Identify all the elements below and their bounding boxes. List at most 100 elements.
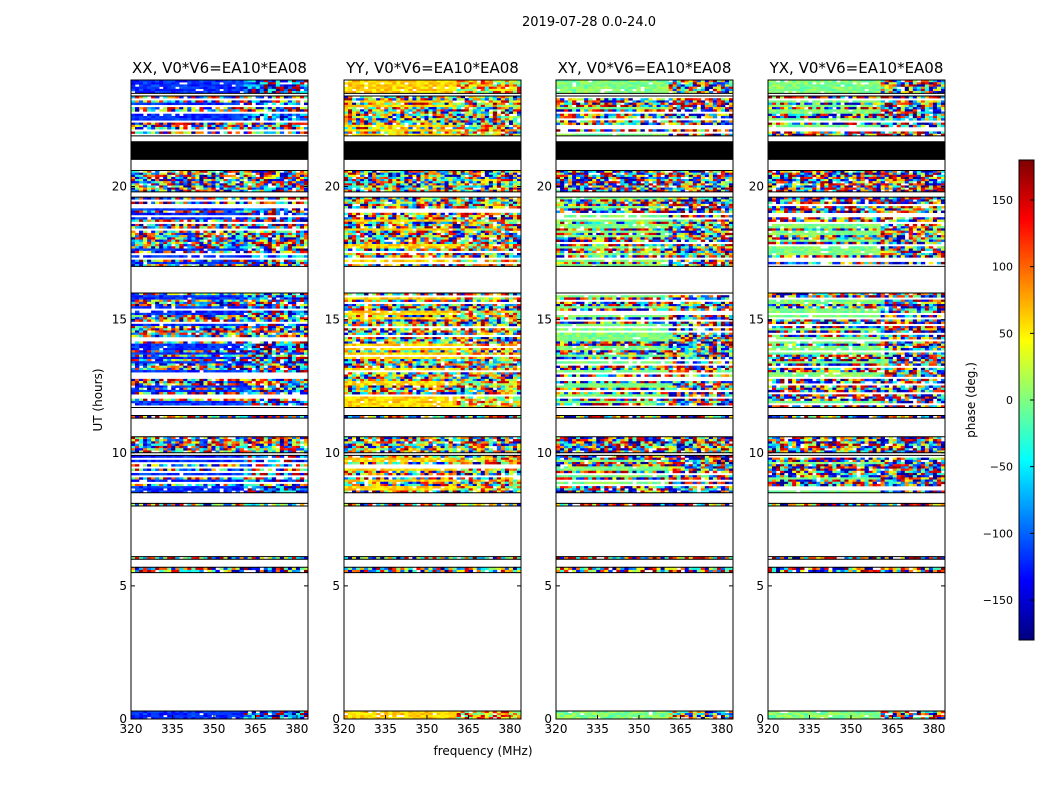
x-tick-label: 365 — [244, 722, 267, 736]
data-band-7 — [768, 292, 945, 408]
data-band-7 — [344, 292, 521, 408]
colorbar-tick-label: 100 — [992, 261, 1013, 274]
x-axis-label: frequency (MHz) — [433, 744, 532, 758]
figure-suptitle: 2019-07-28 0.0-24.0 — [522, 15, 656, 30]
x-tick-label: 320 — [545, 722, 568, 736]
data-band-6 — [768, 414, 945, 419]
data-band-4 — [344, 454, 521, 494]
y-tick-label: 15 — [325, 313, 340, 327]
x-tick-label: 320 — [757, 722, 780, 736]
data-band-5 — [768, 436, 945, 454]
flagged-block — [131, 141, 308, 160]
x-tick-label: 365 — [457, 722, 480, 736]
x-tick-label: 380 — [710, 722, 733, 736]
y-tick-label: 10 — [537, 446, 552, 460]
flagged-block — [344, 141, 521, 160]
x-tick-label: 365 — [881, 722, 904, 736]
panel-frame — [767, 79, 946, 720]
data-band-5 — [344, 436, 521, 454]
colorbar-tick-label: 0 — [1006, 394, 1013, 407]
y-tick-label: 0 — [332, 712, 340, 726]
y-tick-label: 5 — [544, 579, 552, 593]
panels-group: XX, V0*V6=EA10*EA08 320 335 350 365 380 0 5 10 15… — [112, 59, 946, 736]
panel-title: YY, V0*V6=EA10*EA08 — [345, 59, 519, 77]
colorbar: 150 100 50 0 −50 −100 −150 — [983, 159, 1035, 641]
x-tick-label: 365 — [669, 722, 692, 736]
data-band-6 — [556, 414, 733, 419]
x-tick-label: 380 — [285, 722, 308, 736]
panel-0: XX, V0*V6=EA10*EA08 320 335 350 365 380 0 5 10 15… — [112, 59, 309, 736]
colorbar-tick-label: −150 — [983, 594, 1013, 607]
x-tick-label: 350 — [840, 722, 863, 736]
panel-2-cells — [556, 80, 733, 719]
data-band-1 — [131, 566, 308, 574]
data-band-12 — [344, 80, 521, 94]
panel-frame — [555, 79, 734, 720]
data-band-4 — [131, 454, 308, 494]
x-tick-label: 320 — [333, 722, 356, 736]
data-band-2 — [556, 556, 733, 560]
panel-1: YY, V0*V6=EA10*EA08 320 335 350 365 380 0 5 10 15… — [325, 59, 522, 736]
data-band-5 — [131, 436, 308, 454]
data-band-2 — [131, 556, 308, 560]
panel-0-cells — [131, 80, 308, 719]
y-tick-label: 20 — [537, 180, 552, 194]
panel-1-cells — [344, 80, 521, 719]
y-tick-label: 20 — [112, 180, 127, 194]
panel-2: XY, V0*V6=EA10*EA08 320 335 350 365 380 0 5 10 15… — [537, 59, 734, 736]
y-tick-label: 5 — [119, 579, 127, 593]
colorbar-tick-label: 50 — [999, 327, 1013, 340]
data-band-11 — [768, 95, 945, 137]
panel-frame — [343, 79, 522, 720]
data-band-3 — [556, 502, 733, 507]
y-tick-label: 10 — [112, 446, 127, 460]
x-tick-label: 335 — [161, 722, 184, 736]
colorbar-tick-label: −100 — [983, 527, 1013, 540]
data-band-0 — [131, 710, 308, 719]
data-band-8 — [768, 196, 945, 267]
data-band-2 — [768, 556, 945, 560]
data-band-3 — [344, 502, 521, 507]
data-band-0 — [768, 710, 945, 719]
data-band-11 — [344, 95, 521, 137]
y-tick-label: 5 — [332, 579, 340, 593]
data-band-3 — [768, 502, 945, 507]
data-band-0 — [556, 710, 733, 719]
data-band-1 — [556, 566, 733, 574]
y-tick-label: 20 — [749, 180, 764, 194]
flagged-block — [768, 141, 945, 160]
panel-3-cells — [768, 80, 945, 719]
panel-title: YX, V0*V6=EA10*EA08 — [769, 59, 944, 77]
y-tick-label: 10 — [749, 446, 764, 460]
data-band-5 — [556, 436, 733, 454]
x-tick-label: 335 — [374, 722, 397, 736]
data-band-10 — [768, 141, 945, 160]
data-band-6 — [131, 414, 308, 419]
x-tick-label: 350 — [628, 722, 651, 736]
x-tick-label: 335 — [798, 722, 821, 736]
y-tick-label: 0 — [756, 712, 764, 726]
flagged-block — [556, 141, 733, 160]
colorbar-tick-label: 150 — [992, 194, 1013, 207]
y-tick-label: 15 — [749, 313, 764, 327]
x-tick-label: 335 — [586, 722, 609, 736]
data-band-7 — [556, 292, 733, 408]
data-band-9 — [344, 170, 521, 193]
data-band-10 — [344, 141, 521, 160]
colorbar-label: phase (deg.) — [964, 362, 978, 438]
data-band-0 — [344, 710, 521, 719]
data-band-9 — [131, 170, 308, 193]
data-band-6 — [344, 414, 521, 419]
data-band-9 — [768, 170, 945, 193]
x-tick-label: 380 — [498, 722, 521, 736]
y-axis-label: UT (hours) — [91, 368, 105, 431]
data-band-10 — [131, 141, 308, 160]
y-tick-label: 10 — [325, 446, 340, 460]
data-band-8 — [344, 196, 521, 267]
data-band-12 — [556, 80, 733, 94]
y-tick-label: 5 — [756, 579, 764, 593]
x-tick-label: 350 — [203, 722, 226, 736]
data-band-11 — [131, 95, 308, 137]
data-band-7 — [131, 292, 308, 408]
